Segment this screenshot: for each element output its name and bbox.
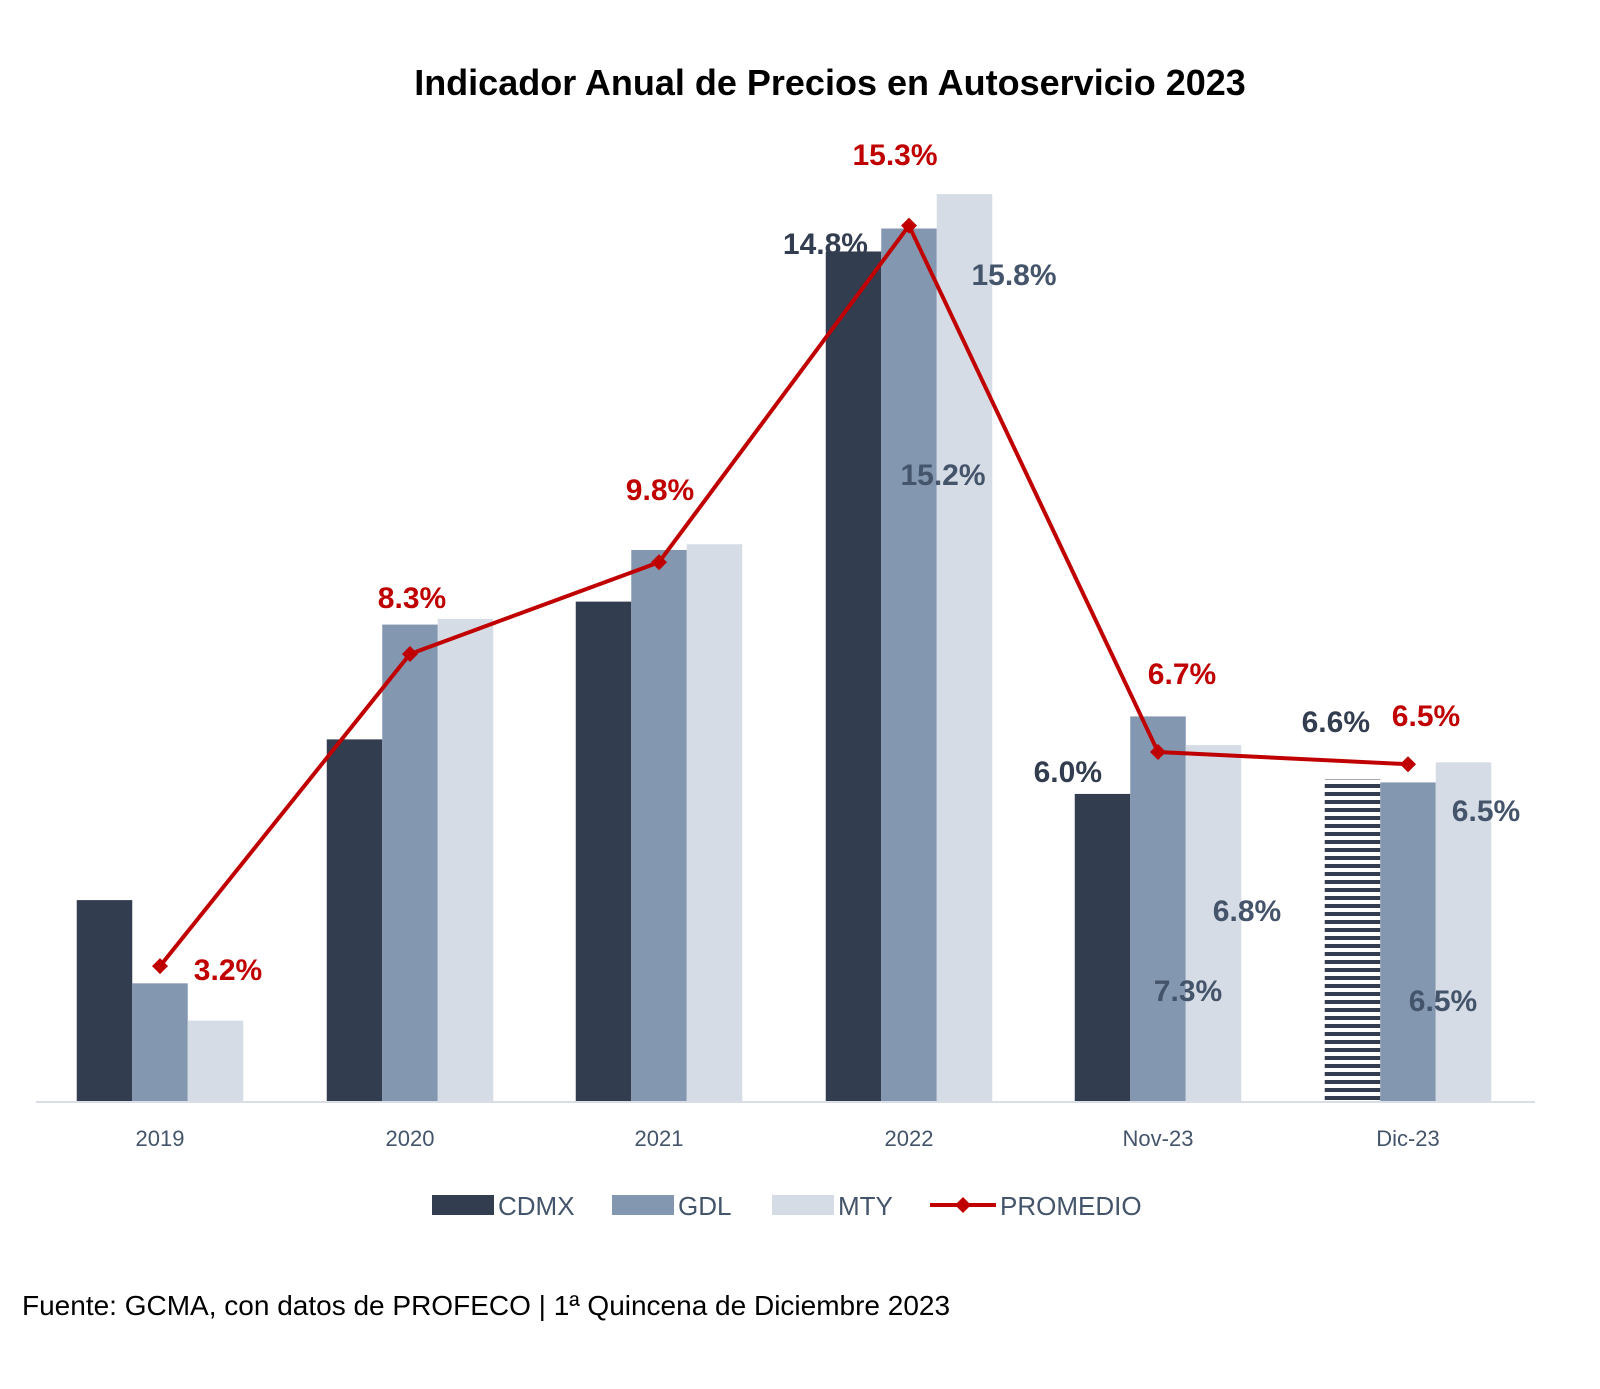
bar-mty-2021 — [686, 544, 743, 1101]
data-label-gdl: 6.5% — [1409, 985, 1477, 1018]
x-tick-label: Dic-23 — [1376, 1126, 1440, 1151]
bar-gdl-2019 — [132, 983, 188, 1101]
legend-item-cdmx: CDMX — [432, 1191, 575, 1221]
marker-promedio — [152, 958, 168, 975]
data-label-promedio: 6.5% — [1392, 700, 1460, 733]
legend-item-mty: MTY — [772, 1191, 893, 1221]
chart-title: Indicador Anual de Precios en Autoservic… — [414, 62, 1246, 103]
bar-cdmx-2020 — [326, 739, 383, 1101]
bar-mty-nov-23 — [1185, 745, 1242, 1101]
x-tick-label: Nov-23 — [1123, 1126, 1194, 1151]
legend-marker — [955, 1197, 971, 1213]
marker-promedio — [1150, 743, 1166, 760]
bar-gdl-2022 — [881, 228, 937, 1101]
data-label-cdmx: 14.8% — [783, 228, 868, 261]
legend-label: PROMEDIO — [1000, 1191, 1142, 1221]
marker-promedio — [402, 646, 418, 663]
x-tick-label: 2021 — [635, 1126, 684, 1151]
bar-mty-2022 — [936, 194, 993, 1101]
legend-item-promedio: PROMEDIO — [930, 1191, 1142, 1221]
data-label-mty: 6.8% — [1213, 895, 1281, 928]
legend-swatch — [432, 1195, 494, 1215]
bar-mty-2019 — [187, 1020, 244, 1101]
data-label-promedio: 15.3% — [852, 139, 937, 172]
marker-promedio — [1400, 756, 1416, 773]
data-label-cdmx: 6.6% — [1302, 706, 1370, 739]
data-label-promedio: 6.7% — [1148, 658, 1216, 691]
x-tick-label: 2020 — [386, 1126, 435, 1151]
legend-label: GDL — [678, 1191, 731, 1221]
bar-gdl-2020 — [382, 624, 438, 1101]
bar-cdmx-nov-23 — [1074, 793, 1131, 1101]
bar-cdmx-2019 — [76, 900, 133, 1101]
data-label-mty: 6.5% — [1452, 795, 1520, 828]
marker-promedio — [651, 554, 667, 571]
data-label-gdl: 7.3% — [1154, 975, 1222, 1008]
marker-promedio — [901, 217, 917, 234]
legend-item-gdl: GDL — [612, 1191, 731, 1221]
bar-cdmx-2022 — [825, 251, 882, 1102]
data-label-promedio: 8.3% — [378, 582, 446, 615]
legend-label: MTY — [838, 1191, 893, 1221]
bar-mty-dic-23 — [1435, 762, 1492, 1101]
data-label-promedio: 3.2% — [194, 954, 262, 987]
data-label-cdmx: 6.0% — [1034, 756, 1102, 789]
bar-gdl-dic-23 — [1380, 782, 1436, 1101]
line-promedio — [158, 223, 1409, 968]
source-note: Fuente: GCMA, con datos de PROFECO | 1ª … — [22, 1290, 951, 1321]
legend-label: CDMX — [498, 1191, 575, 1221]
x-tick-label: 2019 — [136, 1126, 185, 1151]
bar-cdmx-dic-23 — [1324, 779, 1381, 1101]
data-label-gdl: 15.2% — [900, 459, 985, 492]
legend-swatch — [612, 1195, 674, 1215]
x-tick-label: 2022 — [885, 1126, 934, 1151]
bar-cdmx-2021 — [575, 601, 632, 1101]
data-label-promedio: 9.8% — [626, 474, 694, 507]
data-label-mty: 15.8% — [971, 259, 1056, 292]
bar-mty-2020 — [437, 618, 494, 1101]
legend-swatch — [772, 1195, 834, 1215]
bar-gdl-2021 — [631, 549, 687, 1101]
bar-gdl-nov-23 — [1130, 716, 1186, 1101]
